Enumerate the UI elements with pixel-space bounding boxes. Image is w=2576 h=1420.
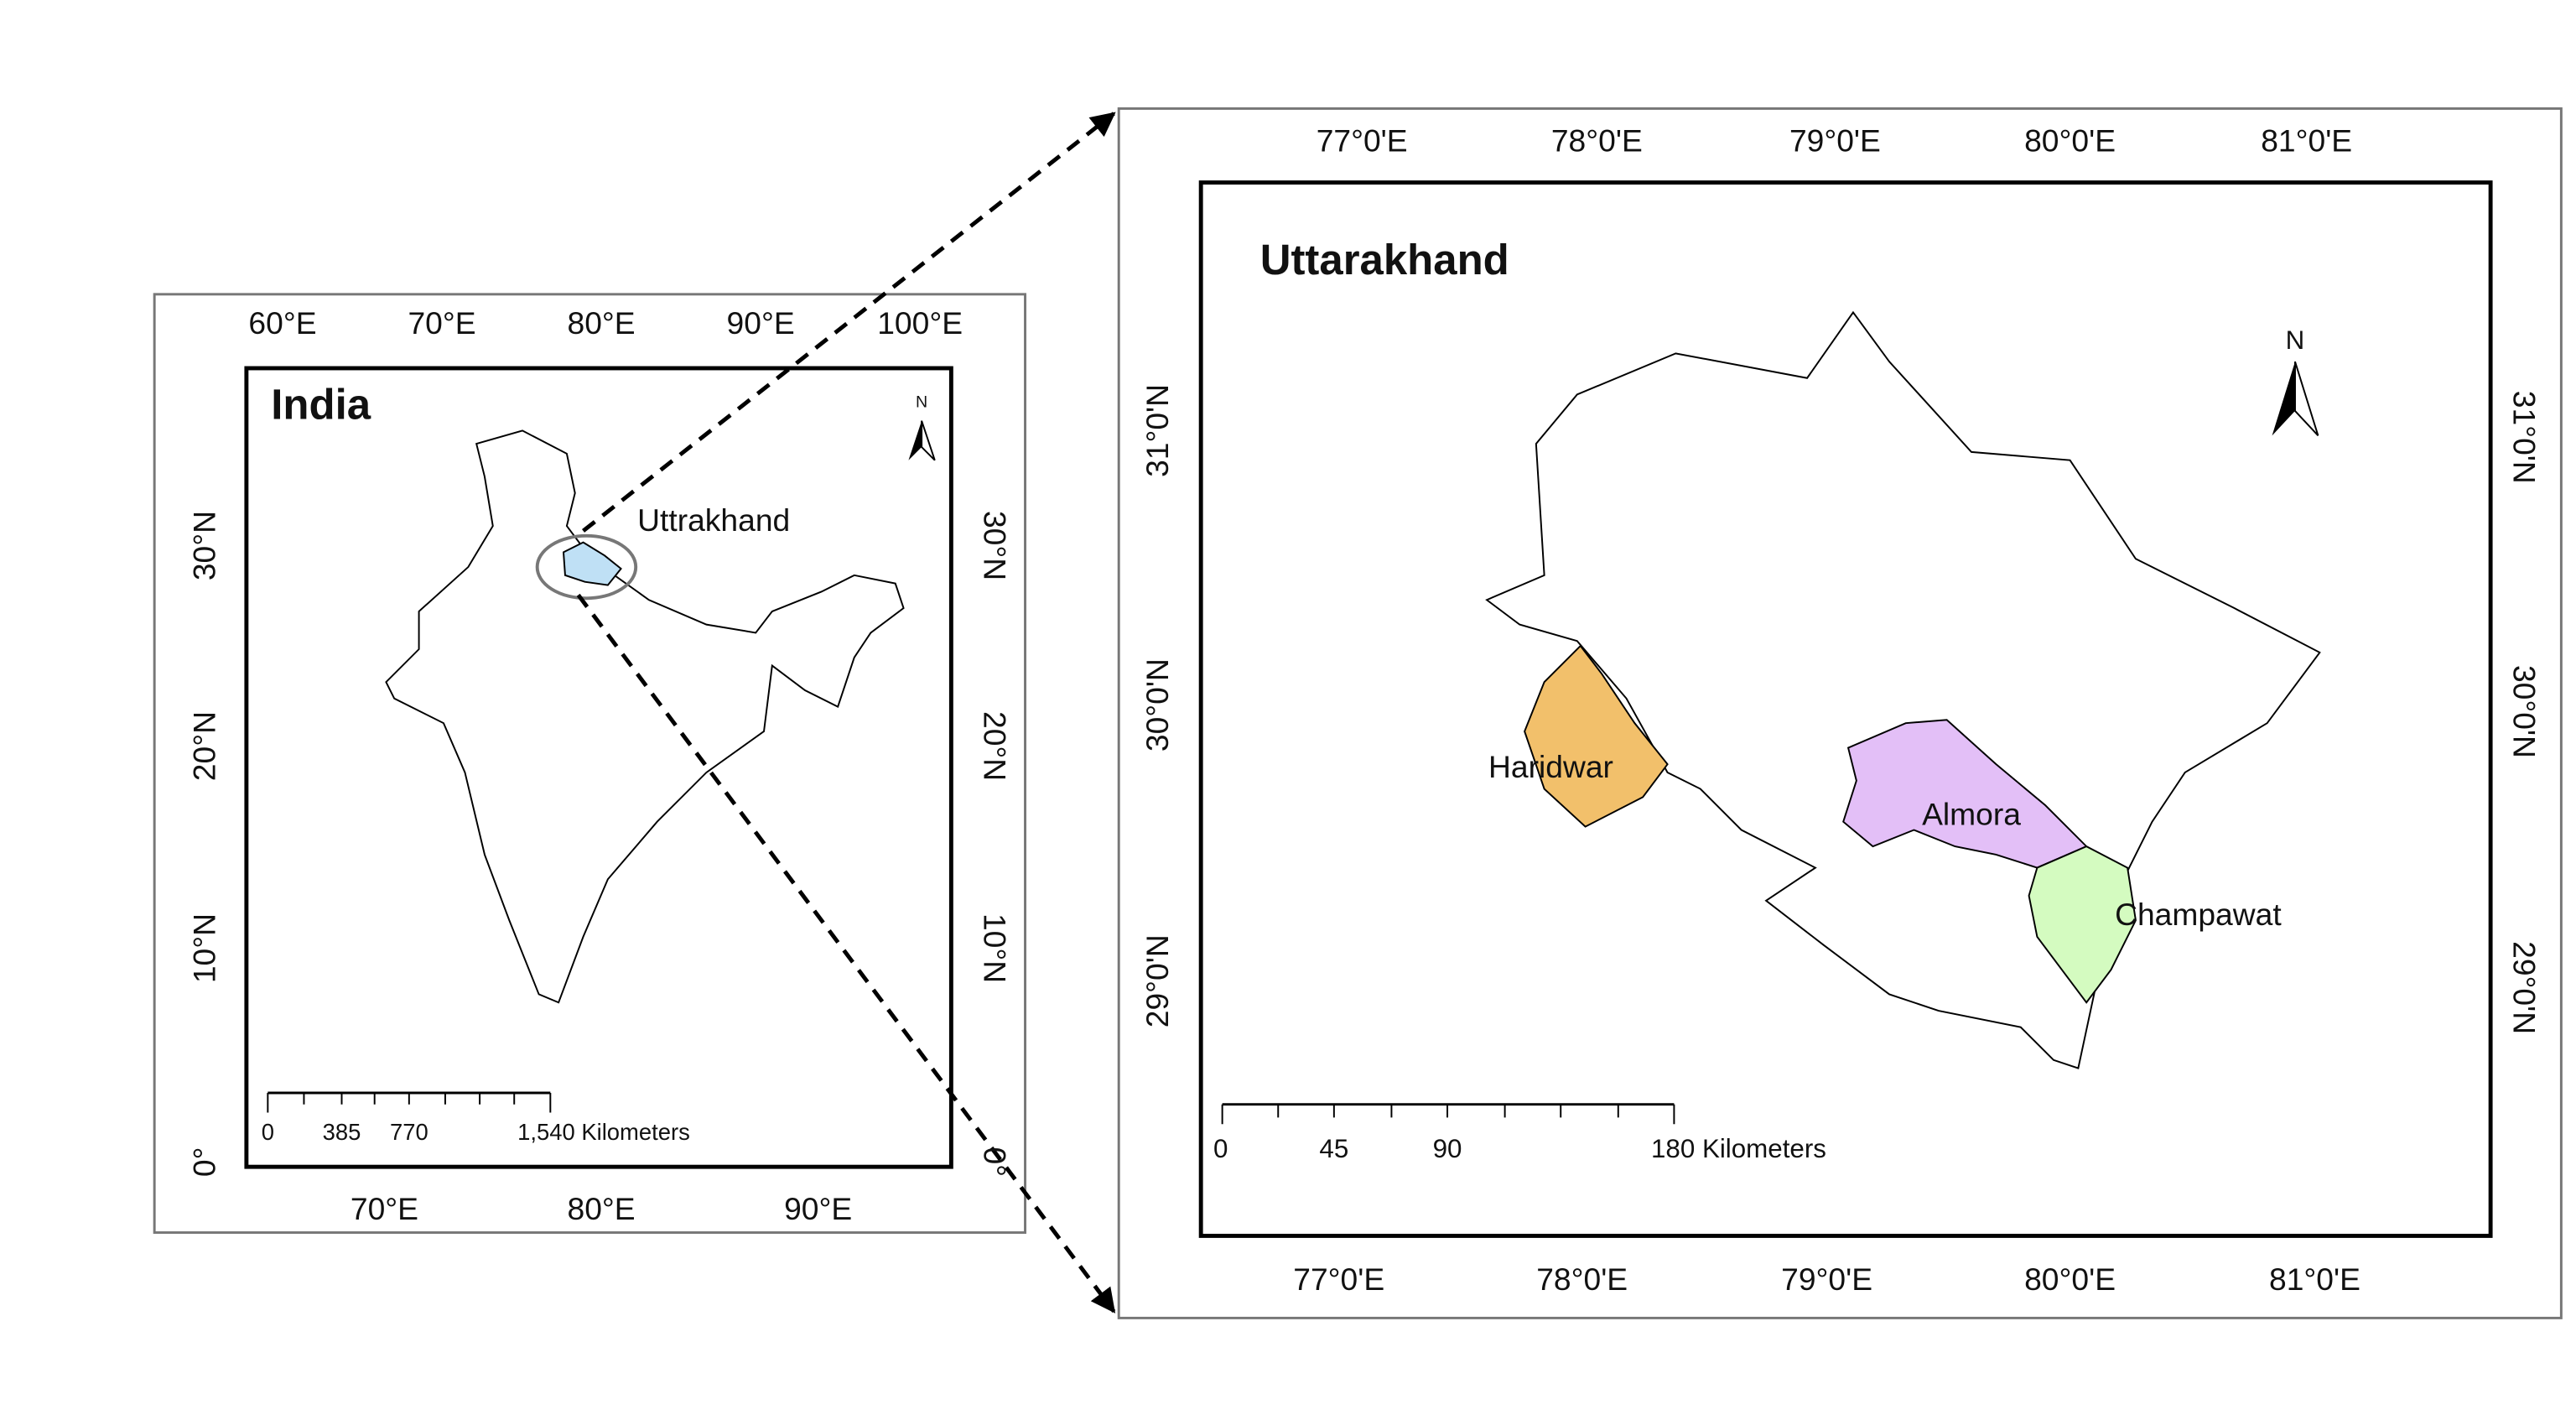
longitude-label: 100°E xyxy=(877,305,963,341)
map-title: Uttarakhand xyxy=(1260,236,1509,283)
longitude-label: 79°0'E xyxy=(1781,1261,1872,1297)
longitude-label: 81°0'E xyxy=(2261,122,2352,158)
north-arrow-outline xyxy=(921,420,936,461)
latitude-label: 30°0'N xyxy=(1140,658,1175,752)
connector-arrow xyxy=(581,112,1116,533)
scale-label: 1,540 Kilometers xyxy=(517,1119,690,1145)
district-label: Haridwar xyxy=(1488,749,1613,784)
longitude-label: 81°0'E xyxy=(2269,1261,2360,1297)
scale-bar-ticks xyxy=(1221,1104,1675,1125)
north-label: N xyxy=(2286,325,2305,355)
latitude-label: 29°0'N xyxy=(1140,934,1175,1027)
latitude-label: 30°N xyxy=(978,511,1013,580)
longitude-label: 80°0'E xyxy=(2024,1261,2116,1297)
latitude-label: 10°N xyxy=(187,913,222,983)
longitude-label: 90°E xyxy=(727,305,795,341)
scale-label: 770 xyxy=(390,1119,428,1145)
scale-label: 0 xyxy=(262,1119,274,1145)
longitude-label: 79°0'E xyxy=(1789,122,1881,158)
longitude-label: 77°0'E xyxy=(1293,1261,1384,1297)
longitude-label: 60°E xyxy=(248,305,316,341)
champawat-district xyxy=(2028,845,2137,1004)
latitude-label: 30°0'N xyxy=(2507,665,2542,758)
region-label: Uttrakhand xyxy=(637,502,790,538)
scale-label: 90 xyxy=(1433,1134,1462,1163)
latitude-label: 0° xyxy=(187,1147,222,1177)
latitude-label: 20°N xyxy=(978,711,1013,781)
uttarakhand-highlight xyxy=(562,541,622,586)
scale-label: 385 xyxy=(323,1119,361,1145)
haridwar-district xyxy=(1524,644,1669,828)
longitude-label: 80°E xyxy=(568,305,636,341)
longitude-label: 70°E xyxy=(351,1191,418,1226)
north-arrow xyxy=(908,420,922,460)
latitude-label: 31°0'N xyxy=(2507,391,2542,484)
district-label: Almora xyxy=(1922,797,2021,832)
uttarakhand-inner-frame xyxy=(1198,180,2493,1238)
india-outline xyxy=(385,429,905,1004)
north-label: N xyxy=(916,393,927,411)
latitude-label: 0° xyxy=(978,1147,1013,1177)
longitude-label: 90°E xyxy=(784,1191,852,1226)
india-outer-frame xyxy=(153,293,1026,1234)
longitude-label: 78°0'E xyxy=(1551,122,1643,158)
latitude-label: 20°N xyxy=(187,711,222,781)
longitude-label: 80°0'E xyxy=(2024,122,2116,158)
latitude-label: 29°0'N xyxy=(2507,941,2542,1034)
longitude-label: 80°E xyxy=(568,1191,636,1226)
india-inner-frame xyxy=(244,366,953,1169)
latitude-label: 31°0'N xyxy=(1140,384,1175,477)
longitude-label: 70°E xyxy=(408,305,475,341)
scale-label: 0 xyxy=(1213,1134,1228,1163)
map-title: India xyxy=(271,380,371,428)
scale-bar-ticks xyxy=(267,1092,552,1113)
scale-label: 180 Kilometers xyxy=(1651,1134,1826,1163)
almora-district xyxy=(1842,719,2088,869)
highlight-ellipse xyxy=(535,533,638,601)
latitude-label: 10°N xyxy=(978,913,1013,983)
latitude-label: 30°N xyxy=(187,511,222,580)
district-label: Champawat xyxy=(2115,897,2282,932)
longitude-label: 78°0'E xyxy=(1536,1261,1628,1297)
connector-arrow xyxy=(576,593,1116,1313)
scale-label: 45 xyxy=(1319,1134,1348,1163)
longitude-label: 77°0'E xyxy=(1317,122,1408,158)
north-arrow-outline xyxy=(2294,361,2319,436)
